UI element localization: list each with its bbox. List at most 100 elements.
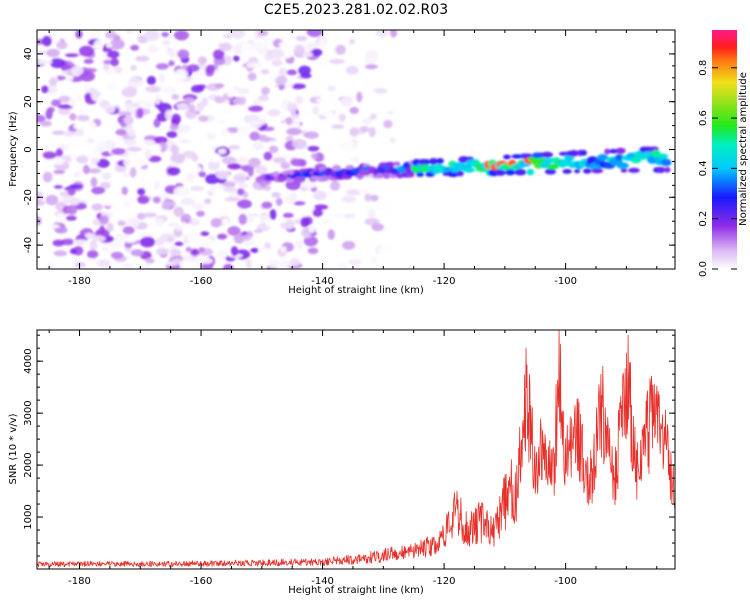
noise-cell [233,55,240,62]
y-tick-label: 2000 [23,452,34,477]
band-cell [511,154,523,159]
noise-cell [345,65,359,75]
noise-cell [105,69,115,76]
noise-cell [118,49,131,54]
noise-cell [91,203,104,211]
noise-cell [127,127,136,138]
band-cell [286,177,294,183]
colorbar-tick-label: 0.8 [698,60,709,76]
noise-cell [167,236,174,243]
noise-cell [258,247,273,254]
noise-cell [91,186,106,195]
noise-cell [231,98,242,105]
noise-cell [103,59,113,65]
noise-cell [339,140,355,150]
noise-cell [145,85,161,93]
noise-cell [268,115,285,121]
noise-cell [152,196,161,204]
noise-cell [286,127,302,136]
band-cell [393,161,401,167]
noise-cell [112,225,124,230]
noise-cell [374,264,386,269]
noise-cell [65,215,77,221]
noise-cell [154,144,162,153]
noise-cell [214,83,225,89]
noise-cell [103,201,112,207]
noise-cell [362,135,369,147]
noise-cell [57,104,74,110]
noise-cell [59,80,75,92]
noise-cell [100,181,111,189]
noise-cell [107,125,120,131]
noise-cell [168,60,175,67]
noise-cell [129,30,143,37]
noise-cell [267,140,282,146]
noise-cell [138,138,146,144]
band-cell [505,169,516,176]
noise-cell [180,213,192,223]
band-cell [526,168,535,176]
band-cell [456,170,464,177]
noise-cell [232,44,244,55]
noise-cell [64,47,80,55]
noise-cell [42,171,53,183]
noise-cell [208,128,215,135]
noise-cell [168,161,179,167]
noise-cell [254,164,268,175]
noise-cell [289,258,301,267]
noise-cell [37,191,44,203]
noise-cell [89,240,98,251]
noise-cell [213,49,225,60]
noise-cell [136,212,146,220]
noise-cell [204,198,212,204]
noise-cell [97,259,111,268]
band-cell [332,164,342,172]
noise-cell [72,239,88,246]
noise-cell [136,232,149,238]
band-cell [580,149,587,156]
noise-cell [257,30,269,37]
noise-cell [258,136,272,142]
noise-cell [207,160,220,171]
noise-cell [46,48,61,58]
noise-cell [254,42,264,50]
noise-cell [112,94,120,103]
noise-cell [154,217,165,227]
noise-cell [216,202,228,211]
noise-cell [69,113,77,121]
noise-cell [315,97,329,104]
noise-cell [238,182,249,189]
noise-cell [238,213,248,225]
band-cell [293,176,306,183]
noise-cell [274,129,282,137]
y-tick-label: -40 [23,237,34,253]
band-cell [569,149,579,157]
noise-cell [52,239,65,247]
noise-cell [328,59,345,64]
noise-cell [130,44,139,51]
noise-cell [214,96,226,104]
noise-cell [237,199,252,209]
noise-cell [367,208,376,218]
noise-cell [92,235,106,242]
noise-cell [71,65,84,76]
noise-cell [54,212,65,223]
noise-cell [361,117,373,125]
noise-cell [304,131,319,139]
noise-cell [278,67,288,78]
noise-cell [284,80,294,88]
noise-cell [209,184,216,192]
noise-cell [48,158,56,166]
noise-cell [77,107,91,116]
noise-cell [271,192,281,198]
noise-cell [201,97,209,106]
band-cell [503,154,511,160]
noise-cell [329,76,337,81]
noise-cell [91,146,100,157]
noise-cell [102,46,110,53]
noise-cell [299,107,309,114]
noise-cell [368,126,376,138]
noise-cell [356,91,363,103]
band-cell [616,162,629,169]
spectrogram-panel: -180 -160 -140 -120 -100 -40 -20 0 20 40 Height o… [8,29,676,296]
